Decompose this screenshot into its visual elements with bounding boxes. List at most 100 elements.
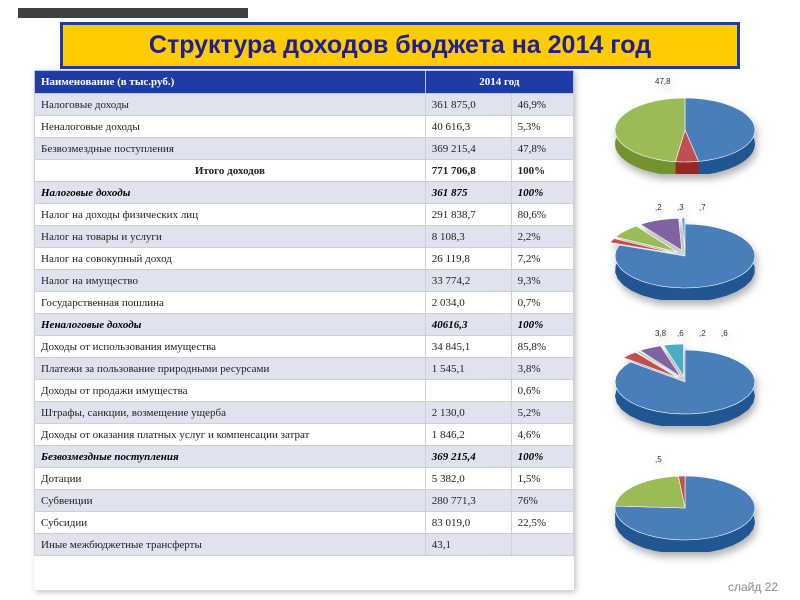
cell-name: Налоговые доходы [35,182,426,204]
cell-amount: 280 771,3 [425,490,511,512]
cell-pct: 0,7% [511,292,573,314]
table-row: Неналоговые доходы40616,3100% [35,314,574,336]
table-body: Налоговые доходы361 875,046,9%Неналоговы… [35,94,574,556]
cell-amount: 361 875,0 [425,94,511,116]
cell-pct: 0,6% [511,380,573,402]
cell-amount: 361 875 [425,182,511,204]
cell-name: Штрафы, санкции, возмещение ущерба [35,402,426,424]
cell-name: Иные межбюджетные трансферты [35,534,426,556]
cell-name: Субвенции [35,490,426,512]
cell-name: Государственная пошлина [35,292,426,314]
cell-name: Итого доходов [35,160,426,182]
cell-amount: 5 382,0 [425,468,511,490]
cell-pct: 3,8% [511,358,573,380]
table-row: Налог на совокупный доход26 119,87,2% [35,248,574,270]
content-area: Наименование (в тыс.руб.) 2014 год Налог… [34,70,782,590]
cell-pct: 76% [511,490,573,512]
cell-amount: 1 846,2 [425,424,511,446]
cell-amount: 40 616,3 [425,116,511,138]
table-row: Налог на имущество33 774,29,3% [35,270,574,292]
table-row: Налоговые доходы361 875,046,9% [35,94,574,116]
th-name: Наименование (в тыс.руб.) [35,71,426,94]
svg-text:,6: ,6 [721,329,728,338]
cell-name: Безвозмездные поступления [35,138,426,160]
cell-amount: 2 130,0 [425,402,511,424]
svg-text:47,8: 47,8 [655,77,671,86]
table-row: Неналоговые доходы40 616,35,3% [35,116,574,138]
table-row: Налог на товары и услуги 8 108,32,2% [35,226,574,248]
table-row: Налоговые доходы361 875100% [35,182,574,204]
cell-name: Доходы от продажи имущества [35,380,426,402]
cell-name: Налог на имущество [35,270,426,292]
cell-name: Платежи за пользование природными ресурс… [35,358,426,380]
slide-title: Структура доходов бюджета на 2014 год [60,22,740,69]
cell-name: Налоговые доходы [35,94,426,116]
cell-name: Доходы от оказания платных услуг и компе… [35,424,426,446]
cell-pct [511,534,573,556]
charts-column: 47,8 ,2 ,3 ,7 3,8 ,6 ,2 ,6 ,5 [574,70,782,590]
pie-chart-1: 47,8 [588,70,782,178]
table-header-row: Наименование (в тыс.руб.) 2014 год [35,71,574,94]
table-row: Субвенции280 771,376% [35,490,574,512]
cell-amount: 2 034,0 [425,292,511,314]
cell-pct: 5,2% [511,402,573,424]
table-row: Итого доходов771 706,8100% [35,160,574,182]
cell-pct: 1,5% [511,468,573,490]
cell-pct: 7,2% [511,248,573,270]
cell-name: Доходы от использования имущества [35,336,426,358]
pie-chart-2: ,2,3,7 [588,196,782,304]
cell-pct: 80,6% [511,204,573,226]
cell-amount: 771 706,8 [425,160,511,182]
cell-amount: 1 545,1 [425,358,511,380]
table-row: Доходы от оказания платных услуг и компе… [35,424,574,446]
cell-pct: 100% [511,314,573,336]
svg-text:,7: ,7 [699,203,706,212]
cell-name: Безвозмездные поступления [35,446,426,468]
slide-number: слайд 22 [728,580,778,594]
table-row: Субсидии83 019,022,5% [35,512,574,534]
cell-amount: 83 019,0 [425,512,511,534]
cell-amount: 369 215,4 [425,446,511,468]
table-row: Доходы от продажи имущества 0,6% [35,380,574,402]
cell-pct: 46,9% [511,94,573,116]
cell-amount: 40616,3 [425,314,511,336]
slide: Структура доходов бюджета на 2014 год На… [0,0,800,600]
svg-text:,2: ,2 [699,329,706,338]
cell-amount: 8 108,3 [425,226,511,248]
pie-chart-4: ,5 [588,448,782,556]
cell-pct: 9,3% [511,270,573,292]
cell-amount: 34 845,1 [425,336,511,358]
cell-pct: 100% [511,446,573,468]
table-row: Безвозмездные поступления369 215,447,8% [35,138,574,160]
cell-amount: 291 838,7 [425,204,511,226]
table-row: Безвозмездные поступления369 215,4100% [35,446,574,468]
cell-amount: 33 774,2 [425,270,511,292]
svg-text:,6: ,6 [677,329,684,338]
table-row: Доходы от использования имущества34 845,… [35,336,574,358]
table-row: Платежи за пользование природными ресурс… [35,358,574,380]
cell-amount [425,380,511,402]
svg-text:3,8: 3,8 [655,329,667,338]
table-row: Налог на доходы физических лиц291 838,78… [35,204,574,226]
cell-name: Налог на товары и услуги [35,226,426,248]
svg-text:,3: ,3 [677,203,684,212]
svg-text:,5: ,5 [655,455,662,464]
pie-chart-3: 3,8 ,6 ,2 ,6 [588,322,782,430]
income-table-wrap: Наименование (в тыс.руб.) 2014 год Налог… [34,70,574,590]
cell-name: Неналоговые доходы [35,314,426,336]
cell-pct: 100% [511,160,573,182]
cell-name: Налог на доходы физических лиц [35,204,426,226]
income-table: Наименование (в тыс.руб.) 2014 год Налог… [34,70,574,556]
th-year: 2014 год [425,71,573,94]
cell-pct: 22,5% [511,512,573,534]
table-row: Дотации5 382,01,5% [35,468,574,490]
top-decor-strip [18,8,248,18]
cell-amount: 26 119,8 [425,248,511,270]
cell-pct: 5,3% [511,116,573,138]
cell-amount: 43,1 [425,534,511,556]
table-row: Государственная пошлина2 034,00,7% [35,292,574,314]
table-row: Штрафы, санкции, возмещение ущерба2 130,… [35,402,574,424]
cell-name: Налог на совокупный доход [35,248,426,270]
cell-pct: 47,8% [511,138,573,160]
cell-name: Дотации [35,468,426,490]
